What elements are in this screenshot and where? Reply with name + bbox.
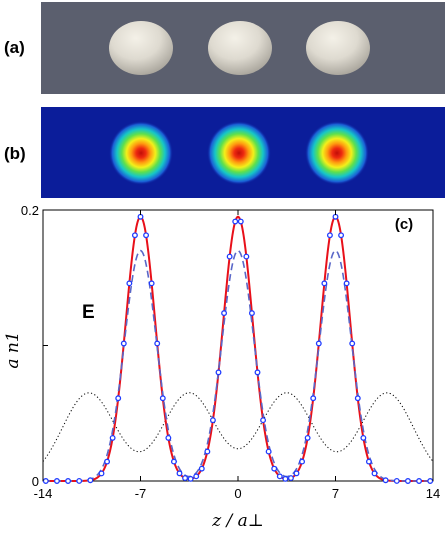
circle-series-point: [193, 473, 200, 480]
panel-a-label: (a): [4, 38, 25, 57]
circle-series-point: [299, 458, 306, 465]
x-axis-label: z / a⊥: [211, 511, 264, 531]
x-tick-label: -14: [34, 486, 53, 501]
circle-series-point: [232, 218, 239, 225]
circle-series-point: [126, 280, 133, 287]
sphere-3: [306, 21, 370, 75]
panel-b: [41, 107, 445, 198]
dashed-series-line: [43, 249, 433, 482]
density-blob-2: [207, 121, 271, 185]
circle-series-point: [237, 218, 244, 225]
sphere-1: [109, 21, 173, 75]
circle-series-point: [209, 417, 216, 424]
circle-series-point: [310, 395, 317, 402]
sphere-2: [208, 21, 272, 75]
x-tick-label: 14: [426, 486, 440, 501]
circle-series-point: [131, 232, 138, 239]
density-blob-3: [305, 121, 369, 185]
circle-series-point: [143, 232, 150, 239]
circle-series-point: [221, 310, 228, 317]
circle-series-point: [382, 477, 389, 484]
circle-series-point: [204, 448, 211, 455]
circle-series-point: [354, 395, 361, 402]
circle-series-point: [293, 470, 300, 477]
circle-series-point: [198, 465, 205, 472]
circle-series-point: [254, 369, 261, 376]
circle-series-point: [427, 478, 434, 484]
circle-series-point: [315, 340, 322, 347]
circle-series-point: [371, 470, 378, 477]
x-tick-label: 0: [234, 486, 241, 501]
panel-a: [41, 2, 445, 94]
circle-series-point: [365, 458, 372, 465]
circle-series-point: [276, 473, 283, 480]
circle-series-point: [215, 369, 222, 376]
circle-series-point: [42, 478, 49, 484]
circle-series-point: [326, 232, 333, 239]
circle-series-point: [176, 470, 183, 477]
circle-series-point: [104, 458, 111, 465]
circle-series-point: [343, 280, 350, 287]
circle-series-point: [170, 458, 177, 465]
circle-series-point: [76, 478, 83, 484]
circle-series-point: [304, 434, 311, 441]
series-layer: [42, 213, 434, 484]
circle-series-point: [159, 395, 166, 402]
circle-series-point: [165, 434, 172, 441]
circle-series-point: [404, 478, 411, 484]
circle-series-point: [332, 213, 339, 220]
panel-c: -14 -7 0 7 14 0 0.2 (c) E a n1 z / a⊥: [3, 203, 440, 531]
circle-series-point: [393, 478, 400, 484]
circle-series-point: [416, 478, 423, 484]
circle-series-point: [349, 340, 356, 347]
circle-series-point: [282, 475, 289, 482]
circle-series-point: [120, 340, 127, 347]
density-blob-1: [109, 121, 173, 185]
circle-series-point: [53, 478, 60, 484]
x-tick-label: -7: [135, 486, 147, 501]
circle-series-point: [248, 310, 255, 317]
x-tick-label: 7: [332, 486, 339, 501]
tick-layer: -14 -7 0 7 14 0 0.2: [21, 203, 440, 501]
circle-series-point: [287, 475, 294, 482]
y-tick-label: 0.2: [21, 203, 39, 218]
circle-series-point: [265, 448, 272, 455]
circle-series-point: [338, 232, 345, 239]
circle-series-point: [182, 475, 189, 482]
circle-series-point: [137, 213, 144, 220]
panel-b-label: (b): [4, 144, 26, 163]
circle-series-point: [360, 434, 367, 441]
y-axis-label: a n1: [3, 331, 23, 368]
solid-series-line: [43, 215, 433, 482]
circle-series-point: [243, 253, 250, 260]
dotted-series-line: [42, 392, 434, 462]
circle-series-point: [260, 417, 267, 424]
circle-series-point: [321, 280, 328, 287]
circle-series-point: [87, 477, 94, 484]
circle-series-point: [154, 340, 161, 347]
circle-series-point: [148, 280, 155, 287]
panel-c-label: (c): [395, 216, 413, 233]
circle-series-point: [115, 395, 122, 402]
circle-series-point: [65, 478, 72, 484]
plot-frame: [42, 209, 434, 482]
energy-annotation: E: [82, 302, 95, 323]
circle-series-point: [109, 434, 116, 441]
circle-series-point: [226, 253, 233, 260]
circle-series-point: [271, 465, 278, 472]
y-tick-label: 0: [32, 474, 39, 489]
circle-series-point: [187, 475, 194, 482]
circle-series-point: [98, 470, 105, 477]
